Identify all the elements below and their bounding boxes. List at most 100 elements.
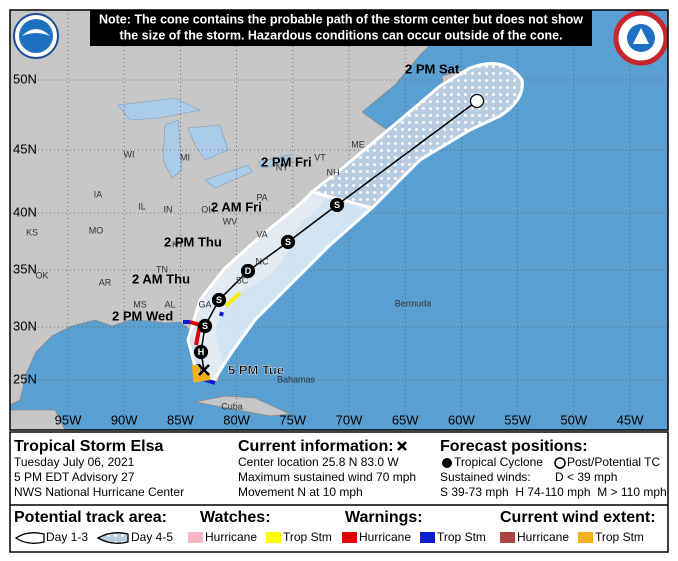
winds-label: Sustained winds:: [440, 470, 531, 484]
watches-hurricane-swatch: [188, 532, 203, 543]
longitude-label: 80W: [223, 412, 250, 427]
current-info: Maximum sustained wind 70 mph: [238, 470, 416, 484]
day13-label: Day 1-3: [46, 530, 88, 544]
current-position: [198, 364, 210, 376]
post-label: Post/Potential TC: [567, 455, 660, 469]
track-title: Potential track area:: [14, 509, 167, 526]
state-label: OH: [201, 204, 215, 214]
forecast-symbol: S: [334, 200, 340, 210]
state-label: VT: [314, 152, 326, 162]
storm-info: NWS National Hurricane Center: [14, 485, 184, 499]
warnings-hurricane-label: Hurricane: [359, 530, 411, 544]
state-label: ME: [351, 139, 365, 149]
state-label: MO: [89, 225, 104, 235]
nws-logo: [613, 10, 669, 66]
state-label: NH: [327, 167, 340, 177]
state-label: PA: [256, 192, 267, 202]
state-label: VA: [256, 229, 267, 239]
storm-title: Tropical Storm Elsa: [14, 438, 163, 455]
forecast-point: [329, 197, 345, 213]
current-symbol: [397, 441, 407, 451]
state-label: IA: [94, 189, 103, 199]
tropical-label: Tropical Cyclone: [454, 455, 543, 469]
state-label: WI: [124, 149, 135, 159]
longitude-label: 65W: [392, 412, 419, 427]
warnings-trop-swatch: [420, 532, 435, 543]
latitude-label: 45N: [13, 141, 37, 156]
cone-day-4-5: [308, 62, 524, 210]
warnings-title: Warnings:: [345, 509, 423, 526]
forecast-label: 2 PM Thu: [164, 234, 222, 249]
forecast-symbol: H: [198, 347, 205, 357]
d-label: D < 39 mph: [555, 470, 617, 484]
forecast-point: [193, 344, 209, 360]
latitude-label: 40N: [13, 204, 37, 219]
noaa-logo: [13, 13, 59, 59]
state-label: TN: [156, 264, 168, 274]
warnings-trop-label: Trop Stm: [437, 530, 486, 544]
state-label: OK: [35, 270, 48, 280]
forecast-label: 2 PM Fri: [261, 154, 312, 169]
storm-info: Tuesday July 06, 2021: [14, 455, 135, 469]
state-label: SC: [236, 275, 249, 285]
forecast-point: [197, 318, 213, 334]
current-info: Center location 25.8 N 83.0 W: [238, 455, 399, 469]
extent-hurricane-label: Hurricane: [517, 530, 569, 544]
state-label: AL: [164, 299, 175, 309]
longitude-label: 90W: [111, 412, 138, 427]
watches-hurricane-label: Hurricane: [205, 530, 257, 544]
state-label: MI: [180, 152, 190, 162]
longitude-label: 70W: [336, 412, 363, 427]
longitude-label: 95W: [55, 412, 82, 427]
watches-trop-swatch: [266, 532, 281, 543]
note-box: Note: The cone contains the probable pat…: [90, 10, 592, 46]
longitude-label: 85W: [167, 412, 194, 427]
post-symbol: [554, 457, 566, 469]
forecast-label: 2 AM Thu: [132, 271, 190, 286]
latitude-label: 25N: [13, 371, 37, 386]
state-label: GA: [198, 299, 211, 309]
legend-panel: [9, 431, 669, 553]
latitude-label: 30N: [13, 318, 37, 333]
state-label: MS: [133, 299, 147, 309]
latitude-label: 50N: [13, 71, 37, 86]
forecast-title: Forecast positions:: [440, 438, 588, 455]
place-label: Cuba: [221, 401, 243, 411]
note-line: the size of the storm. Hazardous conditi…: [119, 28, 562, 42]
longitude-label: 45W: [617, 412, 644, 427]
state-label: IL: [138, 201, 146, 211]
current-title: Current information:: [238, 438, 394, 455]
longitude-label: 55W: [504, 412, 531, 427]
warnings-hurricane-swatch: [342, 532, 357, 543]
current-info: Movement N at 10 mph: [238, 485, 363, 499]
tropical-symbol: [442, 458, 452, 468]
forecast-symbol: S: [216, 295, 222, 305]
map: 50N 45N 40N 35N 30N 25N 95W 90W 85W 80W 75W 70W 65W 6…: [10, 10, 668, 430]
extent-trop-swatch: [578, 532, 593, 543]
scale-label: S 39-73 mph H 74-110 mph M > 110 mph: [440, 485, 667, 499]
state-label: AR: [99, 277, 112, 287]
day45-label: Day 4-5: [131, 530, 173, 544]
latitude-label: 35N: [13, 261, 37, 276]
forecast-symbol: S: [474, 96, 480, 106]
watches-title: Watches:: [200, 509, 271, 526]
state-label: KS: [26, 227, 38, 237]
forecast-point: [211, 292, 227, 308]
extent-hurricane-swatch: [500, 532, 515, 543]
longitude-label: 50W: [560, 412, 587, 427]
forecast-point: [469, 93, 485, 109]
forecast-point: [240, 263, 256, 279]
forecast-label: 2 PM Sat: [405, 61, 460, 76]
forecast-label: 2 PM Wed: [112, 308, 173, 323]
state-label: IN: [164, 204, 173, 214]
longitude-label: 75W: [279, 412, 306, 427]
graticule: [10, 10, 668, 430]
state-label: KY: [172, 239, 184, 249]
day45-icon: [96, 532, 129, 544]
place-label: Bermuda: [395, 298, 432, 308]
place-label: Bahamas: [277, 374, 316, 384]
map-frame: [9, 9, 669, 431]
map-features: 50N 45N 40N 35N 30N 25N 95W 90W 85W 80W 75W 70W 65W 6…: [13, 61, 644, 427]
